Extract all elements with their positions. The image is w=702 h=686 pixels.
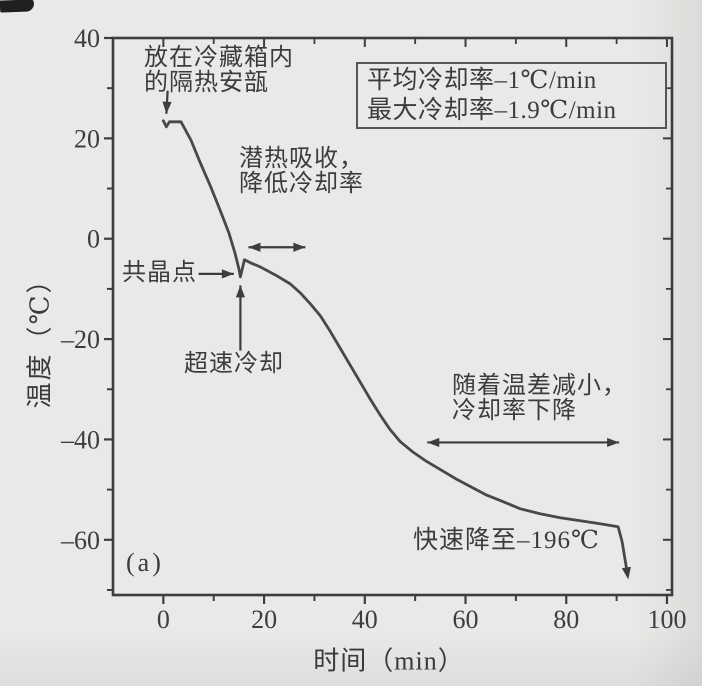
annotation-ampoule: 放在冷藏箱内 的隔热安瓿 bbox=[144, 46, 294, 96]
plateau-span-arrow-head bbox=[293, 242, 306, 252]
curve-end-arrowhead bbox=[621, 566, 631, 580]
legend-line-max-rate: 最大冷却率–1.9℃/min bbox=[367, 97, 617, 124]
legend-line-average-rate: 平均冷却率–1℃/min bbox=[367, 67, 597, 94]
annotation-tempdiff-line1: 随着温差减小， bbox=[452, 373, 627, 399]
x-tick-label: 80 bbox=[553, 605, 579, 634]
annotation-tempdiff-line2: 冷却率下降 bbox=[452, 398, 577, 424]
x-axis-title: 时间（min） bbox=[313, 646, 465, 676]
x-tick-label: 100 bbox=[647, 605, 686, 634]
eutectic-arrow-head bbox=[221, 269, 234, 279]
supercool-arrow-head bbox=[235, 285, 246, 298]
y-tick-label: 40 bbox=[74, 24, 100, 53]
annotation-ampoule-line2: 的隔热安瓿 bbox=[144, 70, 269, 96]
x-tick-label: 40 bbox=[352, 605, 378, 634]
annotation-fast-drop: 快速降至–196℃ bbox=[413, 527, 600, 554]
y-tick-label: –60 bbox=[60, 526, 100, 555]
y-axis-title: 温度（℃） bbox=[25, 265, 55, 409]
tempdiff-span-arrow-head bbox=[427, 437, 440, 448]
x-tick-label: 0 bbox=[157, 605, 170, 634]
panel-label: (a) bbox=[126, 548, 164, 577]
annotation-latent-line2: 降低冷却率 bbox=[239, 171, 364, 197]
annotation-latent-heat: 潜热吸收， 降低冷却率 bbox=[239, 147, 364, 197]
y-tick-label: 0 bbox=[87, 225, 100, 254]
y-tick-label: 20 bbox=[74, 124, 100, 153]
annotation-ampoule-line1: 放在冷藏箱内 bbox=[144, 45, 294, 71]
legend-box: 平均冷却率–1℃/min 最大冷却率–1.9℃/min bbox=[356, 62, 667, 129]
annotation-latent-line1: 潜热吸收， bbox=[239, 146, 364, 172]
x-tick-label: 60 bbox=[453, 605, 479, 634]
scan-artifact bbox=[0, 0, 35, 13]
cooling-curve-line bbox=[161, 119, 629, 574]
tempdiff-span-arrow-head bbox=[607, 437, 620, 448]
plot-border bbox=[111, 36, 674, 597]
x-tick-label: 20 bbox=[251, 605, 277, 634]
plateau-span-arrow-head bbox=[248, 242, 261, 252]
annotation-eutectic-point: 共晶点 bbox=[122, 260, 197, 286]
y-tick-label: –40 bbox=[60, 425, 100, 454]
y-tick-label: –20 bbox=[60, 325, 100, 354]
annotation-supercooling: 超速冷却 bbox=[184, 351, 284, 377]
annotation-temp-difference: 随着温差减小， 冷却率下降 bbox=[452, 374, 627, 424]
ampoule-arrow-head bbox=[162, 101, 172, 114]
